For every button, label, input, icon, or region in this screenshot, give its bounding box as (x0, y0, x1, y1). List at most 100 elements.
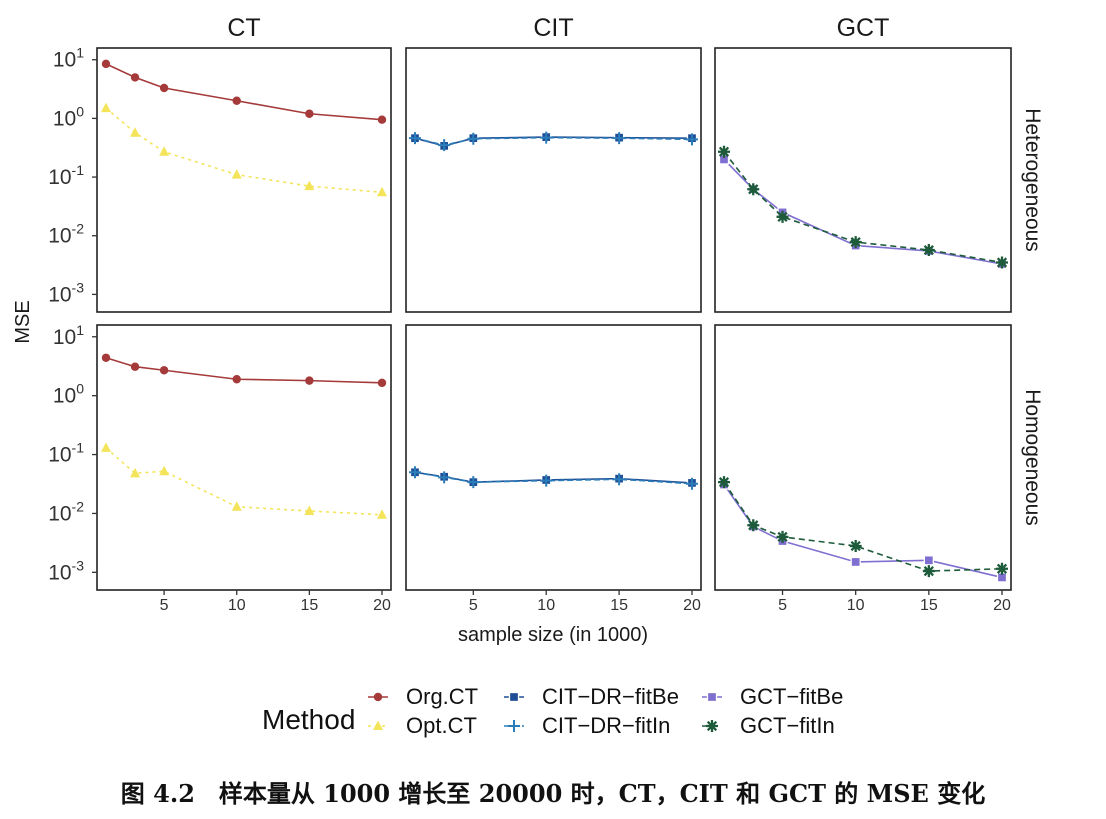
y-tick-label: 101 (53, 322, 84, 349)
data-point-gct-fitbe (923, 555, 934, 566)
series-line-gct-fitin (723, 151, 1003, 264)
data-point-opt.ct (159, 146, 170, 156)
data-point-cit-dr-fitin (438, 471, 451, 484)
x-tick-label: 10 (228, 597, 246, 614)
data-point-gct-fitin (718, 145, 730, 158)
y-tick-label: 10-3 (48, 279, 84, 306)
y-tick-label: 10-1 (48, 440, 84, 467)
legend-item-gct-fitin: GCT−fitIn (702, 713, 835, 738)
y-tick-label: 10-1 (48, 162, 84, 189)
data-point-cit-dr-fitin (467, 132, 480, 145)
panel-homogeneous-cit (405, 324, 702, 591)
data-point-gct-fitin (922, 565, 935, 578)
data-point-opt.ct (231, 169, 242, 179)
row-label-heterogeneous: Heterogeneous (1021, 108, 1044, 252)
data-point-gct-fitin (849, 236, 862, 249)
data-point-cit-dr-fitin (686, 133, 698, 146)
legend-item-cit-dr-fitin: CIT−DR−fitIn (504, 713, 670, 738)
data-point-cit-dr-fitin (467, 476, 480, 489)
data-point-gct-fitin (849, 540, 862, 553)
x-tick-label: 5 (778, 597, 787, 614)
column-title-ct: CT (227, 14, 260, 42)
data-point-gct-fitin (922, 244, 935, 257)
x-tick-label: 15 (610, 597, 628, 614)
column-title-cit: CIT (533, 14, 573, 42)
data-point-org.ct (377, 115, 387, 124)
data-point-opt.ct (304, 180, 315, 191)
legend-label: CIT−DR−fitIn (542, 713, 670, 738)
panel-frame (405, 47, 702, 313)
data-point-cit-dr-fitin (613, 473, 626, 486)
data-point-opt.ct (304, 505, 315, 516)
legend-key-marker (508, 720, 520, 732)
data-point-org.ct (305, 109, 314, 118)
y-tick-label: 101 (53, 45, 84, 72)
panel-frame (96, 47, 392, 313)
x-tick-label: 20 (993, 597, 1011, 614)
x-axis-ticks: 5 10 15 20 5 10 15 20 5 10 15 20 (160, 590, 1011, 614)
data-point-cit-dr-fitin (438, 139, 451, 152)
x-tick-label: 15 (920, 597, 938, 614)
panel-heterogeneous-ct (96, 47, 392, 313)
data-point-org.ct (130, 362, 140, 371)
legend-title: Method (262, 704, 355, 735)
row-label-homogeneous: Homogeneous (1021, 389, 1044, 526)
data-point-cit-dr-fitin (409, 466, 421, 479)
series-line-opt.ct (105, 447, 383, 516)
series-line-cit-dr-fitin (414, 471, 693, 485)
legend-key-marker (373, 692, 383, 702)
data-point-opt.ct (231, 501, 242, 511)
data-point-opt.ct (101, 102, 111, 113)
legend: Method Org.CT Opt.CT CIT−DR−fitBe CIT−DR−fi… (262, 684, 843, 738)
data-point-org.ct (232, 96, 241, 105)
data-point-gct-fitin (747, 519, 760, 532)
series-line-gct-fitin (723, 481, 1003, 572)
legend-item-opt.ct: Opt.CT (368, 713, 477, 738)
panel-heterogeneous-gct (714, 47, 1012, 313)
panel-frame (714, 324, 1012, 591)
data-point-opt.ct (101, 442, 111, 452)
legend-label: GCT−fitBe (740, 684, 843, 709)
figure-caption: 图 4.2 样本量从 1000 增长至 20000 时，CT，CIT 和 GCT… (120, 779, 986, 808)
series-line-cit-dr-fitin (414, 136, 693, 146)
y-axis-label: MSE (12, 300, 34, 343)
legend-item-cit-dr-fitbe: CIT−DR−fitBe (504, 684, 679, 709)
data-point-gct-fitin (718, 476, 730, 489)
legend-label: Opt.CT (406, 713, 477, 738)
panel-titles: CT CIT GCT (227, 14, 889, 42)
chart-panels (96, 47, 1012, 591)
legend-label: GCT−fitIn (740, 713, 835, 738)
legend-item-org.ct: Org.CT (368, 684, 478, 709)
legend-key-marker (706, 691, 718, 703)
data-point-cit-dr-fitin (540, 474, 553, 487)
y-tick-label: 10-3 (48, 557, 84, 584)
y-tick-label: 10-2 (48, 221, 84, 248)
data-point-gct-fitin (996, 256, 1008, 269)
data-point-opt.ct (130, 127, 141, 137)
y-tick-label: 100 (53, 381, 84, 408)
data-point-gct-fitin (776, 210, 789, 223)
data-point-cit-dr-fitin (409, 132, 421, 145)
data-point-org.ct (377, 378, 387, 388)
legend-key-marker (706, 720, 718, 732)
data-point-org.ct (130, 73, 140, 82)
data-point-opt.ct (377, 509, 387, 519)
x-tick-label: 10 (537, 597, 555, 614)
legend-label: CIT−DR−fitBe (542, 684, 679, 709)
legend-item-gct-fitbe: GCT−fitBe (702, 684, 843, 709)
x-tick-label: 15 (300, 597, 318, 614)
x-tick-label: 10 (847, 597, 865, 614)
data-point-opt.ct (130, 467, 141, 478)
series-line-org.ct (105, 63, 383, 121)
data-point-cit-dr-fitin (540, 131, 553, 144)
data-point-org.ct (159, 366, 169, 375)
legend-key-marker (508, 691, 520, 703)
data-point-org.ct (305, 376, 314, 385)
x-tick-label: 20 (683, 597, 701, 614)
x-axis-label: sample size (in 1000) (458, 624, 648, 646)
series-line-org.ct (105, 357, 383, 384)
data-point-gct-fitin (776, 530, 789, 543)
legend-label: Org.CT (406, 684, 478, 709)
y-tick-label: 10-2 (48, 498, 84, 525)
data-point-org.ct (159, 83, 169, 93)
